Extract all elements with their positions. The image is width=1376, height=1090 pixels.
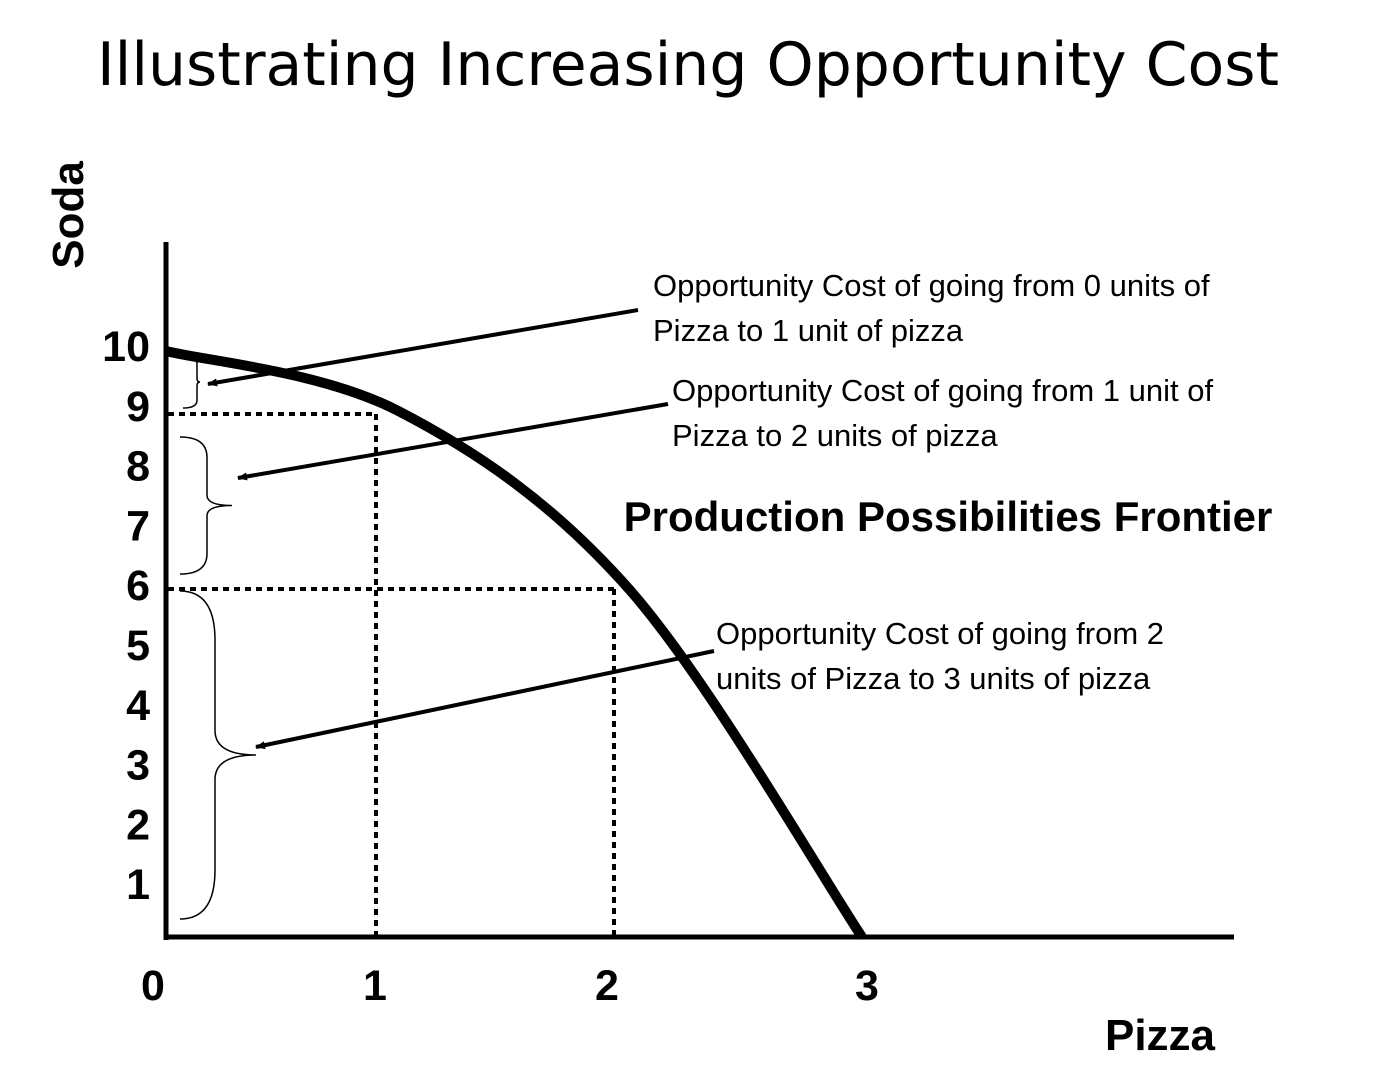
x-tick-0: 0 bbox=[141, 962, 165, 1010]
annotation-arrow-0 bbox=[207, 308, 639, 387]
annotation-2: Opportunity Cost of going from 2 units o… bbox=[716, 616, 1164, 696]
annotation-2-line-2: units of Pizza to 3 units of pizza bbox=[716, 661, 1151, 696]
y-tick-2: 2 bbox=[126, 801, 150, 849]
x-tick-2: 2 bbox=[595, 962, 619, 1010]
annotation-arrows bbox=[207, 308, 715, 750]
y-tick-7: 7 bbox=[126, 502, 150, 550]
annotation-arrow-2 bbox=[255, 649, 715, 750]
y-tick-6: 6 bbox=[126, 562, 150, 610]
brace-1 bbox=[179, 436, 233, 575]
y-tick-4: 4 bbox=[126, 682, 150, 730]
x-tick-1: 1 bbox=[363, 962, 387, 1010]
annotation-0-line-1: Opportunity Cost of going from 0 units o… bbox=[653, 268, 1210, 303]
dotted-guide-lines bbox=[168, 412, 616, 935]
page-title: Illustrating Increasing Opportunity Cost bbox=[96, 30, 1280, 100]
annotation-1-line-2: Pizza to 2 units of pizza bbox=[672, 418, 998, 453]
y-tick-9: 9 bbox=[126, 383, 150, 431]
y-axis-label: Soda bbox=[44, 161, 93, 269]
cost-braces bbox=[179, 355, 257, 920]
ppf-curve bbox=[164, 346, 867, 940]
annotation-1-line-1: Opportunity Cost of going from 1 unit of bbox=[672, 373, 1213, 408]
brace-2 bbox=[179, 590, 257, 920]
y-tick-8: 8 bbox=[126, 443, 150, 491]
brace-0 bbox=[182, 355, 201, 409]
x-tick-3: 3 bbox=[855, 962, 879, 1010]
y-tick-3: 3 bbox=[126, 742, 150, 790]
annotation-0: Opportunity Cost of going from 0 units o… bbox=[653, 268, 1210, 348]
y-tick-5: 5 bbox=[126, 622, 150, 670]
annotation-1: Opportunity Cost of going from 1 unit of… bbox=[672, 373, 1213, 453]
y-tick-10: 10 bbox=[102, 323, 150, 371]
annotation-2-line-1: Opportunity Cost of going from 2 bbox=[716, 616, 1164, 651]
x-axis-label: Pizza bbox=[1105, 1011, 1216, 1060]
ppf-curve-label: Production Possibilities Frontier bbox=[624, 493, 1273, 540]
y-tick-labels: 1 2 3 4 5 6 7 8 9 10 bbox=[102, 323, 150, 909]
annotation-arrow-1 bbox=[237, 402, 669, 481]
x-tick-labels: 0 1 2 3 bbox=[141, 962, 879, 1010]
y-tick-1: 1 bbox=[126, 861, 150, 909]
annotation-0-line-2: Pizza to 1 unit of pizza bbox=[653, 313, 964, 348]
